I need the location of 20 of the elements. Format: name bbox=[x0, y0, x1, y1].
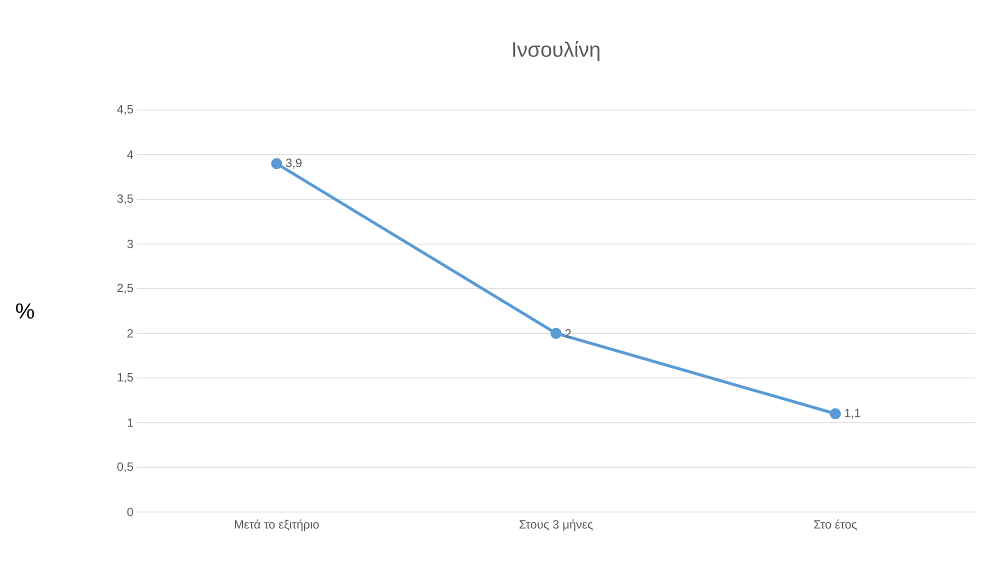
y-tick-label: 0,5 bbox=[117, 462, 133, 472]
y-axis-title: % bbox=[16, 303, 34, 319]
y-tick-label: 4,5 bbox=[117, 105, 133, 115]
x-tick-label: Μετά το εξιτήριο bbox=[234, 520, 319, 532]
y-tick-label: 1 bbox=[128, 418, 133, 427]
x-tick-label: Στους 3 μήνες bbox=[520, 520, 593, 531]
y-tick-label: 2,5 bbox=[117, 284, 133, 294]
y-tick-label: 2 bbox=[127, 329, 133, 338]
y-tick-label: 1,5 bbox=[118, 373, 133, 383]
data-label: 1,1 bbox=[845, 408, 860, 419]
y-tick-label: 3 bbox=[127, 240, 133, 248]
x-tick-label: Στο έτος bbox=[814, 520, 857, 531]
y-tick-label: 4 bbox=[127, 150, 134, 159]
data-label: 3,9 bbox=[286, 158, 302, 169]
y-tick-label: 3,5 bbox=[117, 194, 133, 204]
point bbox=[271, 158, 282, 170]
point bbox=[830, 408, 841, 420]
point bbox=[550, 328, 562, 339]
chart-title: Ινσουλίνη bbox=[513, 40, 600, 62]
y-tick-label: 0 bbox=[127, 508, 134, 516]
